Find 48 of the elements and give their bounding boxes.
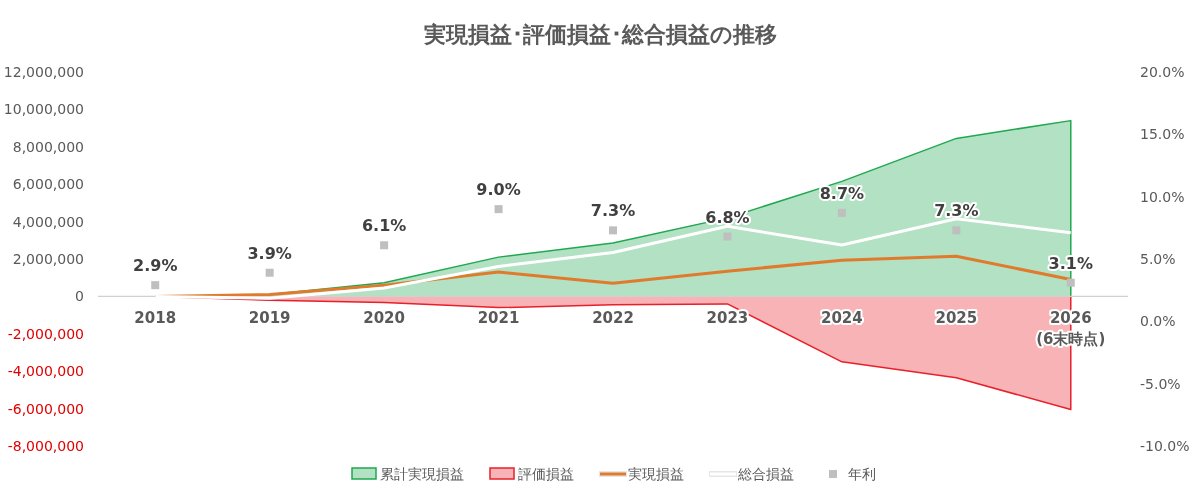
- point: [380, 241, 389, 250]
- point: [265, 268, 274, 277]
- point: [494, 205, 503, 214]
- y-tick-label: 6,000,000: [12, 176, 84, 193]
- y-tick-label: -4,000,000: [7, 363, 84, 380]
- y2-tick-label: 5.0%: [1140, 251, 1176, 267]
- y2-tick-label: 10.0%: [1140, 188, 1185, 205]
- data-label: 3.9%: [247, 243, 292, 263]
- x-tick-label: 2021: [477, 309, 520, 328]
- y-tick-label: -2,000,000: [7, 325, 84, 342]
- x-tick-label: 2020: [363, 309, 405, 328]
- y2-tick-label: 0.0%: [1140, 313, 1176, 330]
- x-tick-label: 2025: [935, 309, 978, 328]
- y-tick-label: 10,000,000: [3, 101, 84, 118]
- point: [837, 208, 846, 217]
- data-label: 2.9%: [133, 256, 178, 276]
- y2-tick-label: -5.0%: [1140, 375, 1181, 392]
- x-tick-label: 2019: [248, 309, 291, 328]
- point: [1066, 278, 1075, 287]
- point: [151, 281, 160, 290]
- data-label: 7.3%: [934, 201, 979, 221]
- x-tick-label: 2022: [592, 309, 634, 328]
- y-tick-label: 12,000,000: [3, 64, 84, 80]
- data-label: 9.0%: [476, 180, 521, 200]
- legend-label: 評価損益: [518, 466, 574, 482]
- data-label: 6.1%: [361, 216, 407, 236]
- y2-tick-label: 20.0%: [1140, 64, 1185, 80]
- y2-tick-label: 15.0%: [1140, 126, 1185, 143]
- y2-tick-label: -10.0%: [1140, 438, 1190, 454]
- y-tick-label: 8,000,000: [12, 138, 84, 155]
- data-label: 7.3%: [590, 201, 636, 221]
- x-tick-label: 2018: [134, 309, 177, 328]
- x-tick-label: 2024: [821, 309, 863, 328]
- y-tick-label: 0: [75, 288, 84, 305]
- legend-label: 総合損益: [737, 466, 794, 482]
- data-label: 8.7%: [819, 183, 865, 203]
- y-tick-label: -8,000,000: [7, 438, 84, 454]
- point: [723, 232, 732, 241]
- legend-label: 年利: [848, 466, 876, 482]
- point: [952, 226, 961, 235]
- point: [609, 226, 617, 235]
- chart-title: 実現損益･評価損益･総合損益の推移: [422, 22, 777, 47]
- legend-label: 実現損益: [628, 466, 684, 482]
- y-tick-label: -6,000,000: [7, 400, 84, 417]
- y-tick-label: 4,000,000: [12, 213, 84, 230]
- legend-label: 累計実現損益: [380, 466, 464, 482]
- y-tick-label: 2,000,000: [12, 251, 84, 267]
- x-tick-label: 2023: [706, 309, 749, 328]
